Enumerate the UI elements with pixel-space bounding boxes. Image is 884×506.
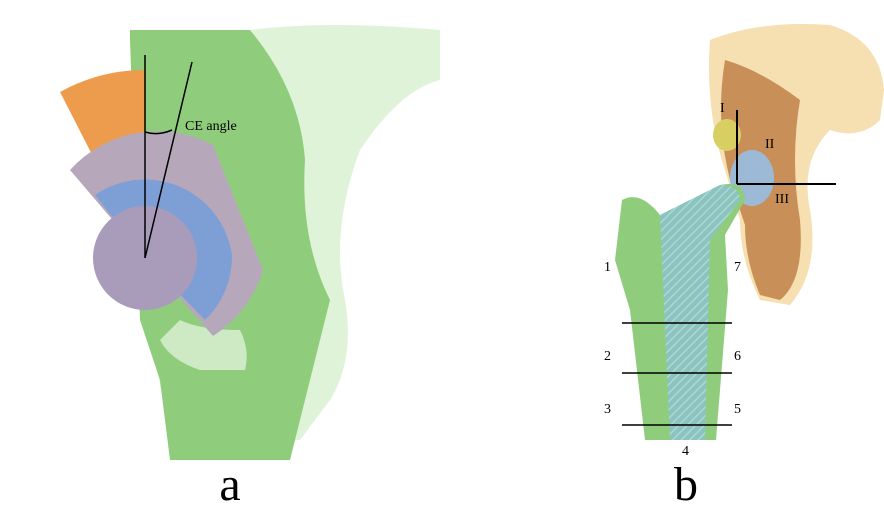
- zone-label: 1: [604, 260, 611, 275]
- zone-label: 4: [682, 444, 689, 459]
- region-label: III: [775, 192, 789, 207]
- region-label: I: [720, 101, 725, 116]
- region-label: II: [765, 137, 775, 152]
- panel-label: a: [219, 458, 240, 506]
- zone-label: 2: [604, 349, 611, 364]
- panel-b: I II III 1 2 3 4 5 6 7 b: [604, 24, 884, 506]
- panel-a: CE angle a: [60, 25, 440, 506]
- zone-label: 6: [734, 349, 741, 364]
- zone-label: 7: [734, 260, 741, 275]
- annotation: CE angle: [185, 119, 237, 134]
- figure: CE angle a I II III 1 2 3 4 5 6 7 b: [0, 0, 884, 506]
- panel-label: b: [674, 458, 698, 506]
- zone-label: 3: [604, 402, 611, 417]
- zone-label: 5: [734, 402, 741, 417]
